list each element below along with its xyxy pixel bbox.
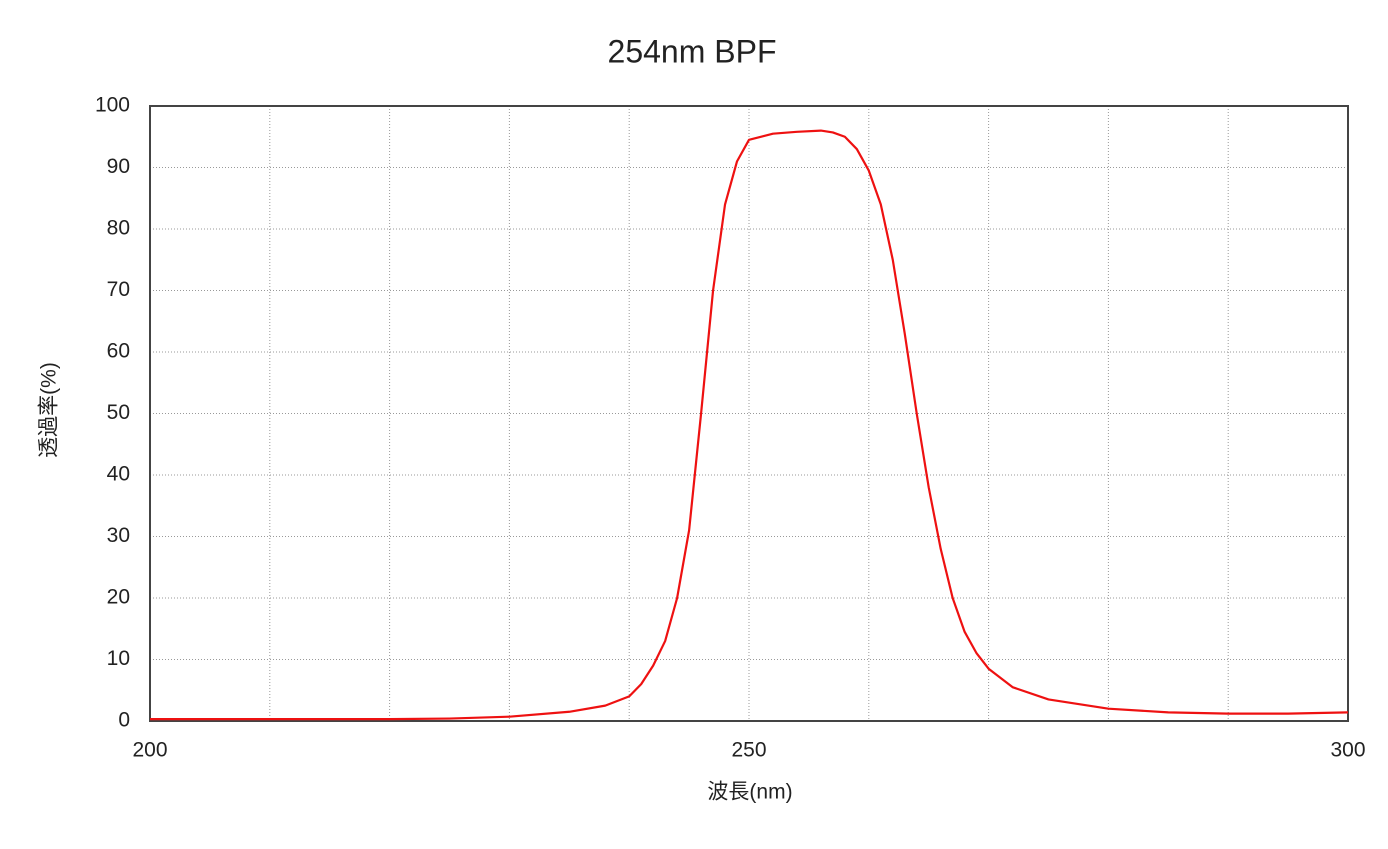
y-tick-label: 40	[107, 463, 130, 486]
y-tick-label: 90	[107, 155, 130, 178]
y-tick-label: 20	[107, 586, 130, 609]
y-tick-label: 10	[107, 647, 130, 670]
y-tick-label: 60	[107, 340, 130, 363]
y-axis-label: 透過率(%)	[38, 362, 61, 458]
y-tick-label: 70	[107, 278, 130, 301]
y-tick-label: 100	[95, 94, 130, 117]
y-tick-label: 50	[107, 401, 130, 424]
y-tick-label: 80	[107, 217, 130, 240]
chart-title: 254nm BPF	[608, 33, 777, 69]
y-tick-label: 30	[107, 524, 130, 547]
x-tick-label: 200	[132, 739, 167, 762]
plot-frame	[149, 105, 1349, 722]
x-axis-label: 波長(nm)	[707, 781, 792, 804]
y-tick-label: 0	[118, 709, 130, 732]
data-line	[150, 129, 1349, 721]
x-tick-label: 250	[731, 739, 766, 762]
x-tick-label: 300	[1330, 739, 1365, 762]
